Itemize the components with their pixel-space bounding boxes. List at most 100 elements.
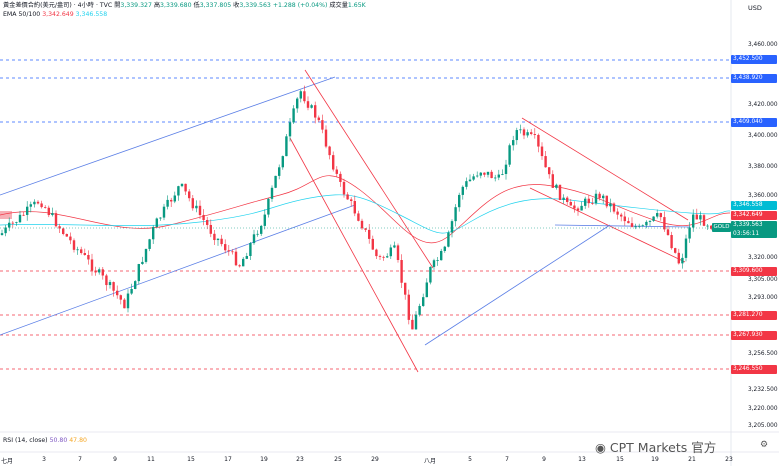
trend-line: [554, 224, 691, 228]
trend-line: [0, 76, 336, 196]
rsi-ma-value: 47.80: [69, 437, 87, 444]
candle-body: [465, 181, 468, 187]
candle-body: [252, 234, 256, 244]
candle-body: [450, 221, 454, 233]
candle-body: [29, 204, 32, 207]
candle-body: [594, 193, 598, 204]
candle-body: [710, 225, 713, 229]
candle-body: [396, 245, 400, 261]
candle-body: [670, 235, 673, 249]
candle-body: [137, 264, 140, 282]
currency-label[interactable]: USD: [748, 4, 762, 12]
time-label: 25: [334, 456, 342, 463]
watermark: ◉ CPT Markets 官方: [595, 437, 716, 456]
candle-body: [472, 176, 475, 180]
candle-body: [422, 297, 425, 306]
candle-body: [44, 207, 47, 208]
candle-body: [663, 217, 666, 230]
candle-body: [126, 293, 130, 309]
price-tick: 3,293.000: [748, 295, 778, 301]
candle-body: [461, 186, 464, 195]
price-tag-level[interactable]: 3,409.040: [731, 118, 777, 127]
volume-value: 1.65K: [347, 2, 366, 9]
candle-body: [616, 211, 619, 215]
time-label: 9: [113, 456, 117, 463]
candle-body: [306, 101, 310, 108]
candle-body: [256, 233, 259, 235]
candle-body: [497, 174, 500, 178]
candle-body: [555, 184, 558, 188]
candle-body: [227, 250, 230, 252]
candle-body: [468, 179, 472, 182]
candle-body: [281, 156, 284, 168]
price-tick: 3,256.500: [748, 351, 778, 357]
ema-legend[interactable]: EMA 50/100 3,342.649 3,346.558: [3, 11, 107, 19]
candle-body: [36, 201, 40, 204]
candle-body: [98, 269, 101, 273]
candle-body: [447, 232, 450, 247]
candle-body: [267, 198, 270, 215]
price-tick: 3,205.000: [748, 423, 778, 429]
price-tag-level[interactable]: 3,452.500: [731, 55, 777, 64]
candle-body: [659, 213, 662, 218]
candle-body: [378, 256, 382, 257]
candle-body: [609, 203, 612, 207]
price-tick: 3,320.000: [748, 255, 778, 261]
candle-body: [195, 205, 198, 209]
candle-body: [501, 174, 504, 175]
candle-body: [400, 260, 403, 283]
candle-body: [314, 105, 317, 118]
price-tag-level[interactable]: 3,438.920: [731, 74, 777, 83]
candle-body: [515, 130, 518, 141]
candle-body: [209, 224, 212, 234]
candle-body: [512, 140, 515, 146]
price-tick: 3,220.000: [748, 406, 778, 412]
price-tag-level[interactable]: 3,281.270: [731, 311, 777, 320]
candle-body: [216, 238, 220, 241]
volume-label: 成交量: [329, 2, 348, 9]
candle-body: [22, 214, 25, 216]
candle-body: [684, 238, 688, 258]
candle-body: [537, 134, 540, 147]
candle-body: [454, 207, 457, 222]
candle-body: [364, 228, 367, 230]
candle-body: [108, 282, 112, 286]
candle-body: [130, 289, 133, 294]
candle-body: [328, 146, 331, 156]
candle-body: [540, 146, 544, 157]
candle-body: [112, 282, 115, 291]
candle-body: [605, 195, 608, 207]
change-value: +1.288 (+0.04%): [272, 2, 328, 9]
candle-body: [18, 214, 22, 223]
candle-body: [87, 254, 90, 260]
time-label: 11: [147, 456, 155, 463]
candle-body: [548, 167, 551, 175]
candle-body: [591, 203, 594, 204]
candle-body: [90, 259, 94, 271]
candle-body: [490, 171, 493, 179]
bar-countdown: 03:56:11: [733, 230, 760, 237]
candle-body: [598, 193, 601, 199]
candle-body: [105, 275, 108, 286]
price-tag-level[interactable]: 3,246.550: [731, 365, 777, 374]
gear-icon[interactable]: ⚙: [760, 440, 769, 450]
time-label: 7: [78, 456, 82, 463]
symbol-legend[interactable]: 黃金差價合約(美元/盎司) · 4小時 · TVC 開3,339.327 高3,…: [3, 2, 366, 10]
price-tag-level[interactable]: 3,309.600: [731, 267, 777, 276]
open-label: 開: [114, 2, 121, 9]
candle-body: [26, 206, 29, 215]
candle-body: [141, 261, 144, 265]
rsi-legend[interactable]: RSI (14, close) 50.80 47.80: [3, 437, 87, 445]
candle-body: [580, 205, 583, 211]
price-tag-level[interactable]: 3,267.930: [731, 331, 777, 340]
candle-body: [260, 225, 263, 234]
candle-body: [0, 233, 4, 235]
candle-body: [317, 117, 320, 121]
candle-body: [393, 245, 396, 248]
candle-body: [94, 270, 97, 273]
candle-body: [440, 250, 443, 261]
candle-body: [285, 136, 288, 157]
ema-fast-tag: 3,342.649: [731, 211, 777, 220]
candle-body: [234, 251, 238, 266]
